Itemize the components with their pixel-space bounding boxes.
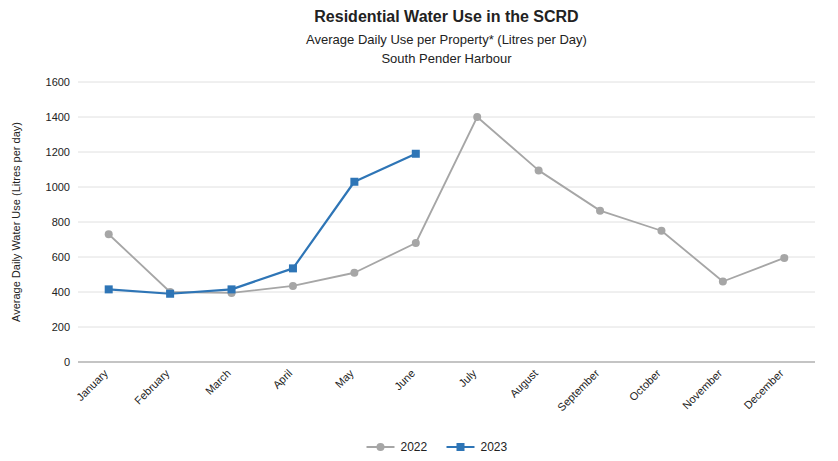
point-marker [289,282,297,290]
y-tick-label: 600 [52,251,70,263]
y-tick-label: 1600 [46,76,70,88]
grid-line [78,152,815,153]
x-tick-label: May [333,367,357,391]
point-marker [412,239,420,247]
point-marker [350,178,358,186]
chart: Residential Water Use in the SCRD Average… [0,0,838,461]
x-tick-label: June [392,367,417,392]
point-marker [719,278,727,286]
y-tick-label: 800 [52,216,70,228]
y-tick-label: 1000 [46,181,70,193]
subtitle: South Pender Harbour [381,51,512,66]
x-tick-label: February [132,367,172,407]
subtitle: Average Daily Use per Property* (Litres … [306,32,587,47]
x-tick-label: April [270,367,294,391]
legend-label: 2023 [481,440,508,454]
point-marker [596,207,604,215]
point-marker [105,230,113,238]
series-line [109,117,785,293]
y-grid [78,82,815,362]
grid-line [78,82,815,83]
point-marker [166,290,174,298]
x-tick-label: September [555,367,602,414]
x-tick-label: March [203,367,233,397]
chart-container: Residential Water Use in the SCRD Average… [0,0,838,461]
grid-line [78,222,815,223]
grid-line [78,117,815,118]
x-tick-label: October [627,367,663,403]
point-marker [473,113,481,121]
point-marker [350,269,358,277]
point-marker [657,227,665,235]
legend-label: 2022 [401,440,428,454]
x-axis-line [78,362,815,363]
y-tick-label: 200 [52,321,70,333]
grid-line [78,187,815,188]
grid-line [78,327,815,328]
point-marker [780,254,788,262]
plot-area [105,113,789,298]
x-tick-label: July [456,367,479,390]
point-marker [105,285,113,293]
y-tick-label: 0 [64,356,70,368]
series-line [109,154,416,294]
grid-line [78,257,815,258]
x-tick-label: January [74,367,111,404]
x-tick-label: December [741,367,786,412]
legend-marker [457,443,465,451]
point-marker [535,166,543,174]
y-axis-label: Average Daily Water Use (Litres per day) [10,122,22,322]
legend-marker [377,443,385,451]
grid-line [78,362,815,363]
point-marker [228,285,236,293]
legend: 2022 2023 [367,440,508,454]
y-tick-label: 1200 [46,146,70,158]
y-tick-label: 1400 [46,111,70,123]
x-tick-label: August [507,367,540,400]
point-marker [412,150,420,158]
title: Residential Water Use in the SCRD [314,8,578,25]
point-marker [289,264,297,272]
y-tick-label: 400 [52,286,70,298]
x-tick-label: November [680,367,725,412]
